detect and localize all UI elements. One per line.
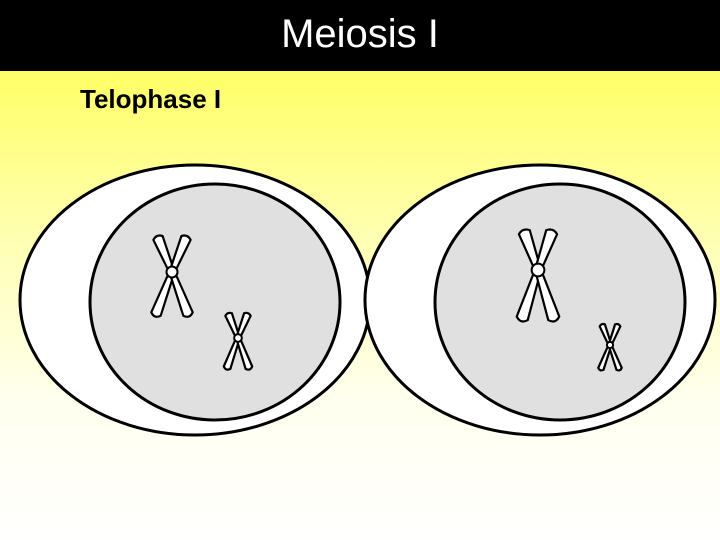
- nucleus: [90, 184, 340, 420]
- nucleus: [435, 184, 685, 420]
- cell-1: [20, 165, 370, 435]
- phase-label: Telophase I: [80, 84, 221, 115]
- content-area: Telophase I: [0, 70, 720, 540]
- header-bar: Meiosis I: [0, 0, 720, 71]
- cell-diagram-svg: [0, 130, 720, 490]
- cell-diagram-container: [0, 130, 720, 530]
- cell-2: [365, 165, 715, 435]
- page-title: Meiosis I: [0, 12, 720, 57]
